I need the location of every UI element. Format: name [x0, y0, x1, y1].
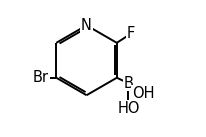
Text: OH: OH [132, 86, 154, 101]
Text: F: F [127, 26, 135, 41]
Text: B: B [124, 76, 133, 91]
Text: Br: Br [33, 70, 49, 85]
Text: HO: HO [117, 101, 140, 116]
Text: N: N [81, 18, 92, 33]
